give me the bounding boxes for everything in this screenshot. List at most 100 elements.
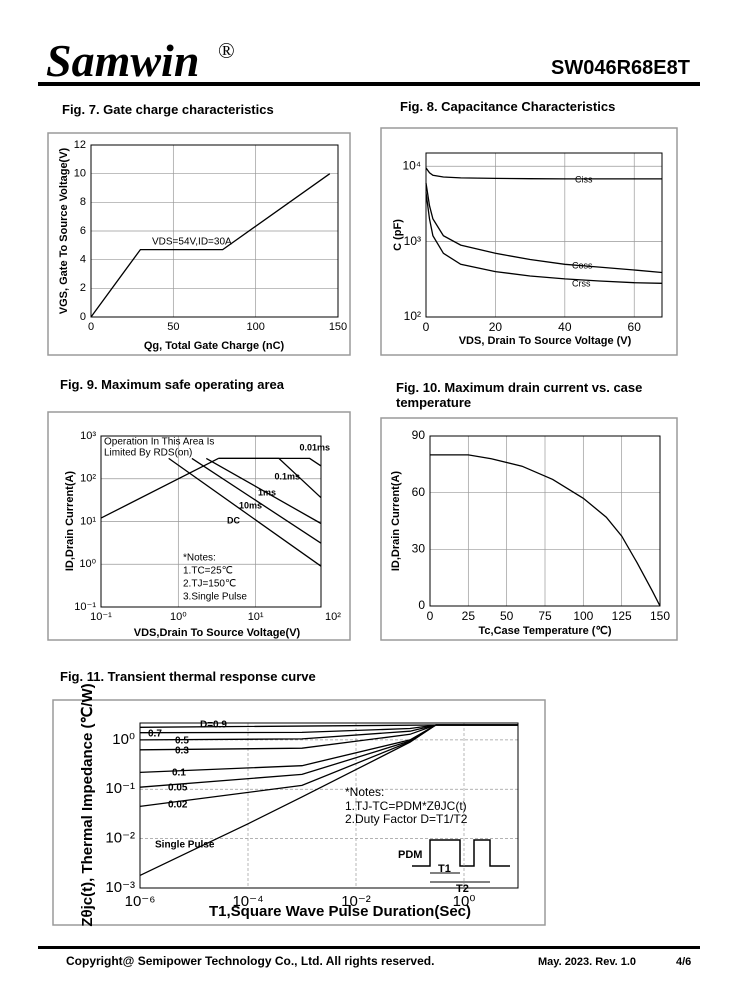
x-axis-label: T1,Square Wave Pulse Duration(Sec) — [209, 903, 471, 920]
figure-title: Fig. 9. Maximum safe operating area — [60, 377, 284, 392]
x-axis-label: VDS, Drain To Source Voltage (V) — [459, 335, 632, 347]
x-tick-label: 20 — [489, 320, 503, 334]
y-tick-label: 0 — [80, 311, 86, 323]
annotation: Limited By RDS(on) — [104, 448, 192, 459]
y-axis-label: VGS, Gate To Source Voltage(V) — [58, 147, 70, 314]
series-label: 10ms — [239, 500, 262, 510]
x-tick-label: 10⁻² — [341, 893, 371, 910]
annotation: 2.Duty Factor D=T1/T2 — [345, 812, 468, 826]
x-tick-label: 100 — [246, 321, 264, 333]
chart-frame — [47, 411, 351, 641]
series-line — [205, 457, 322, 525]
annotation: T2 — [456, 883, 469, 895]
x-tick-label: 10⁻⁶ — [125, 893, 156, 910]
series-label: 0.5 — [175, 736, 189, 747]
series-label: Ciss — [575, 174, 593, 184]
y-axis-label: Zθjc(t), Thermal Impedance (℃/W) — [79, 683, 96, 926]
series-line — [425, 192, 663, 284]
figure-title: Fig. 8. Capacitance Characteristics — [400, 99, 616, 114]
annotation: VDS=54V,ID=30A — [152, 237, 232, 248]
x-tick-label: 10⁻⁴ — [232, 893, 263, 910]
series-line — [191, 457, 322, 544]
figure-title: Fig. 10. Maximum drain current vs. case … — [396, 380, 643, 410]
series-line — [425, 182, 663, 274]
y-tick-label: 10⁴ — [402, 158, 421, 172]
chart-frame — [380, 127, 678, 356]
chart-frame — [52, 699, 546, 926]
annotation: *Notes: — [183, 553, 216, 564]
x-tick-label: 150 — [329, 321, 347, 333]
series-line — [168, 457, 322, 567]
plot-area — [425, 152, 663, 318]
x-tick-label: 60 — [628, 320, 642, 334]
y-tick-label: 2 — [80, 282, 86, 294]
y-tick-label: 60 — [412, 485, 426, 499]
figure-title: Fig. 11. Transient thermal response curv… — [60, 669, 316, 684]
series-line — [139, 724, 518, 788]
x-tick-label: 40 — [558, 320, 572, 334]
annotation: PDM — [398, 849, 422, 861]
y-tick-label: 4 — [80, 254, 86, 266]
y-tick-label: 0 — [418, 598, 425, 612]
y-tick-label: 90 — [412, 428, 426, 442]
y-tick-label: 10² — [404, 309, 421, 323]
x-tick-label: 0 — [427, 609, 434, 623]
plot-area — [100, 435, 322, 608]
y-tick-label: 10⁻¹ — [105, 780, 135, 797]
y-tick-label: 10¹ — [80, 515, 96, 527]
pulse-diagram — [412, 839, 510, 867]
annotation: *Notes: — [345, 785, 384, 799]
x-tick-label: 150 — [650, 609, 670, 623]
series-label: DC — [227, 515, 240, 525]
chart-frame — [47, 132, 351, 356]
plot-area — [429, 435, 661, 607]
x-axis-label: Qg, Total Gate Charge (nC) — [144, 340, 285, 352]
y-tick-label: 10³ — [80, 430, 96, 442]
header-rule — [38, 82, 700, 86]
series-label: 0.01ms — [299, 442, 330, 452]
series-label: 0.02 — [168, 800, 188, 811]
series-line — [218, 457, 322, 467]
brand: Samwin — [46, 35, 200, 86]
x-tick-label: 10² — [325, 611, 341, 623]
revision-date: May. 2023. Rev. 1.0 — [538, 956, 637, 968]
series-line — [430, 454, 661, 607]
registered-mark: ® — [218, 38, 235, 63]
y-tick-label: 6 — [80, 225, 86, 237]
footer-rule — [38, 946, 700, 949]
x-tick-label: 75 — [538, 609, 552, 623]
x-tick-label: 125 — [612, 609, 632, 623]
y-axis-label: ID,Drain Current(A) — [64, 471, 76, 572]
x-tick-label: 10⁰ — [170, 611, 187, 623]
pulse-dimension — [430, 872, 490, 883]
plot-area — [139, 722, 519, 889]
y-tick-label: 10² — [80, 473, 96, 485]
annotation: 1.TC=25℃ — [183, 566, 233, 577]
x-axis-label: Tc,Case Temperature (℃) — [479, 625, 612, 637]
y-tick-label: 10⁰ — [112, 731, 135, 748]
y-tick-label: 10⁻² — [105, 830, 135, 847]
y-tick-label: 30 — [412, 542, 426, 556]
series-label: 1ms — [258, 487, 276, 497]
series-label: 0.1ms — [274, 471, 300, 481]
y-tick-label: 10³ — [404, 234, 421, 248]
series-label: 0.3 — [175, 746, 189, 757]
plot-area — [90, 144, 339, 318]
page-number: 4/6 — [676, 956, 692, 968]
series-line — [139, 724, 518, 876]
series-line — [100, 457, 219, 519]
y-tick-label: 10⁻¹ — [74, 601, 96, 613]
series-label: Crss — [572, 278, 591, 288]
series-line — [90, 173, 331, 318]
part-number: SW046R68E8T — [551, 57, 690, 79]
y-tick-label: 10 — [74, 168, 86, 180]
y-tick-label: 8 — [80, 196, 86, 208]
x-tick-label: 50 — [500, 609, 514, 623]
series-label: 0.05 — [168, 783, 188, 794]
series-line — [218, 457, 322, 499]
x-tick-label: 10⁻¹ — [90, 611, 112, 623]
series-label: 0.1 — [172, 768, 186, 779]
x-tick-label: 10⁰ — [453, 893, 476, 910]
annotation: 2.TJ=150℃ — [183, 579, 236, 590]
